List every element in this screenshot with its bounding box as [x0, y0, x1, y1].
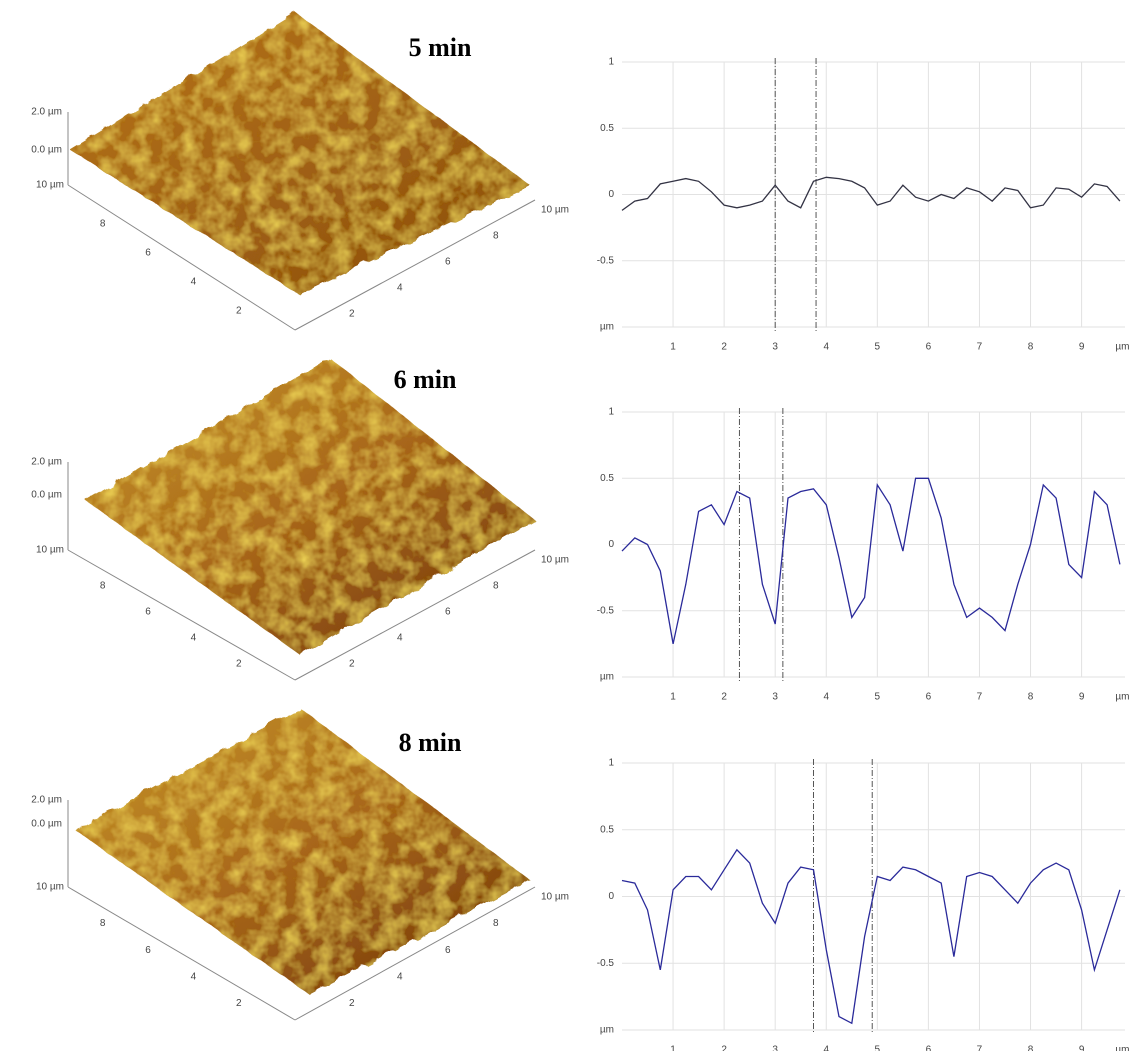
y-tick-label: -0.5: [597, 958, 615, 969]
left-tick-label: 4: [191, 971, 197, 982]
x-tick-label: 1: [670, 692, 676, 703]
y-tick-label: -0.5: [597, 605, 615, 616]
y-tick-label: 0: [608, 891, 614, 902]
profile-line: [621, 176, 1121, 211]
x-tick-label: 8: [1028, 1045, 1034, 1051]
x-tick-label: 1: [670, 342, 676, 353]
x-tick-label: 2: [721, 1045, 727, 1051]
x-tick-label: 5: [875, 692, 881, 703]
y-tick-label: 1: [608, 758, 614, 769]
y-tick-label: 0: [608, 539, 614, 550]
x-tick-label: 9: [1079, 1045, 1085, 1051]
right-tick-label: 10 µm: [541, 555, 569, 566]
y-tick-label: 0.5: [600, 473, 614, 484]
surface: [85, 358, 535, 655]
z-tick-label: 0.0 µm: [31, 490, 62, 501]
x-tick-label: 2: [721, 692, 727, 703]
y-tick-label: 0: [608, 189, 614, 200]
right-tick-label: 2: [349, 309, 355, 320]
x-tick-label: 4: [823, 692, 829, 703]
profile-line: [621, 848, 1121, 1025]
x-tick-label: 6: [926, 342, 932, 353]
left-tick-label: 2: [236, 998, 242, 1009]
right-tick-label: 6: [445, 607, 451, 618]
panel-title: 5 min: [409, 33, 472, 62]
y-tick-label: µm: [600, 322, 614, 333]
x-tick-label: 8: [1028, 692, 1034, 703]
floor-axis: [67, 184, 296, 331]
x-tick-label: 9: [1079, 342, 1085, 353]
left-tick-label: 6: [145, 607, 151, 618]
z-tick-label: 2.0 µm: [31, 795, 62, 806]
x-tick-label: 9: [1079, 692, 1085, 703]
floor-axis: [67, 886, 296, 1021]
right-tick-label: 6: [445, 257, 451, 268]
y-tick-label: -0.5: [597, 255, 615, 266]
left-tick-label: 2: [236, 659, 242, 670]
left-tick-label: 2: [236, 306, 242, 317]
x-tick-label: 7: [977, 1045, 983, 1051]
y-tick-label: 1: [608, 407, 614, 418]
right-tick-label: 2: [349, 998, 355, 1009]
x-tick-label: 8: [1028, 342, 1034, 353]
right-tick-label: 8: [493, 581, 499, 592]
right-tick-label: 8: [493, 231, 499, 242]
left-tick-label: 6: [145, 248, 151, 259]
left-tick-label: 10 µm: [36, 180, 64, 191]
left-tick-label: 4: [191, 633, 197, 644]
x-tick-label: 3: [772, 692, 778, 703]
x-tick-label: 1: [670, 1045, 676, 1051]
x-tick-label: 7: [977, 342, 983, 353]
x-tick-label: 4: [823, 342, 829, 353]
x-tick-label: 4: [823, 1045, 829, 1051]
y-tick-label: µm: [600, 672, 614, 683]
z-tick-label: 0.0 µm: [31, 145, 62, 156]
left-tick-label: 8: [100, 918, 106, 929]
x-tick-label: 2: [721, 342, 727, 353]
floor-axis: [294, 549, 536, 681]
right-tick-label: 2: [349, 659, 355, 670]
left-tick-label: 10 µm: [36, 882, 64, 893]
y-tick-label: 0.5: [600, 123, 614, 134]
right-tick-label: 4: [397, 971, 403, 982]
floor-axis: [294, 199, 536, 331]
right-tick-label: 4: [397, 633, 403, 644]
x-tick-label: µm: [1115, 1045, 1129, 1051]
right-tick-label: 10 µm: [541, 892, 569, 903]
surface: [75, 708, 530, 995]
left-tick-label: 10 µm: [36, 545, 64, 556]
left-tick-label: 4: [191, 277, 197, 288]
right-tick-label: 8: [493, 918, 499, 929]
left-tick-label: 8: [100, 581, 106, 592]
panel-title: 6 min: [394, 365, 457, 394]
x-tick-label: 5: [875, 342, 881, 353]
right-tick-label: 4: [397, 283, 403, 294]
x-tick-label: µm: [1115, 342, 1129, 353]
x-tick-label: 5: [875, 1045, 881, 1051]
left-tick-label: 8: [100, 219, 106, 230]
floor-axis: [294, 886, 536, 1021]
right-tick-label: 6: [445, 945, 451, 956]
z-tick-label: 2.0 µm: [31, 457, 62, 468]
right-tick-label: 10 µm: [541, 205, 569, 216]
z-tick-label: 0.0 µm: [31, 819, 62, 830]
y-tick-label: 0.5: [600, 824, 614, 835]
x-tick-label: 3: [772, 342, 778, 353]
panel-title: 8 min: [399, 728, 462, 757]
profile-line: [621, 477, 1121, 645]
floor-axis: [67, 549, 296, 681]
y-tick-label: µm: [600, 1025, 614, 1036]
y-tick-label: 1: [608, 57, 614, 68]
x-tick-label: 3: [772, 1045, 778, 1051]
x-tick-label: µm: [1115, 692, 1129, 703]
surface: [70, 12, 530, 295]
left-tick-label: 6: [145, 945, 151, 956]
x-tick-label: 6: [926, 692, 932, 703]
x-tick-label: 6: [926, 1045, 932, 1051]
z-tick-label: 2.0 µm: [31, 107, 62, 118]
x-tick-label: 7: [977, 692, 983, 703]
